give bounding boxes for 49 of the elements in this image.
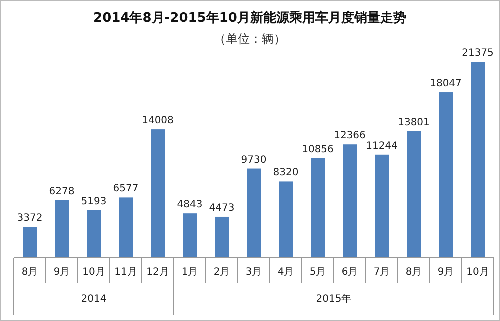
data-label: 11244	[366, 140, 398, 152]
x-tick-label: 7月	[374, 267, 390, 278]
x-tick-label: 8月	[22, 267, 38, 278]
bar	[471, 62, 485, 258]
bar	[375, 154, 389, 258]
x-tick-label: 11月	[114, 267, 138, 278]
bar	[183, 214, 197, 258]
bar	[55, 200, 69, 258]
chart-subtitle: （单位：辆）	[214, 32, 286, 46]
data-label: 14008	[142, 116, 174, 127]
bar	[23, 227, 37, 258]
x-tick-label: 9月	[438, 267, 454, 278]
x-tick-label: 6月	[342, 267, 358, 278]
x-tick-label: 1月	[182, 267, 198, 278]
data-label: 8320	[273, 168, 299, 179]
text: 2015年	[316, 293, 352, 305]
x-tick-label: 9月	[54, 267, 70, 278]
data-label: 3372	[17, 213, 43, 224]
data-label: 10856	[302, 144, 334, 156]
bar	[151, 130, 165, 258]
text: 2014	[81, 294, 107, 305]
x-tick-label: 2月	[214, 267, 230, 278]
data-label: 6577	[113, 184, 139, 195]
bar	[87, 210, 101, 258]
data-label: 18047	[430, 78, 462, 90]
bar	[407, 131, 421, 258]
x-tick-label: 3月	[246, 267, 262, 278]
bar	[311, 158, 325, 258]
x-tick-label: 12月	[146, 267, 170, 278]
bar	[439, 92, 453, 258]
bar	[119, 198, 133, 258]
x-tick-label: 10月	[82, 267, 106, 278]
bar	[247, 168, 261, 258]
x-tick-label: 10月	[466, 267, 490, 278]
data-label: 21375	[462, 48, 494, 59]
data-label: 5193	[81, 196, 107, 208]
bar	[279, 182, 293, 258]
x-tick-label: 4月	[278, 267, 294, 278]
data-label: 4473	[209, 202, 235, 214]
x-tick-label: 5月	[310, 267, 326, 278]
data-label: 6278	[49, 186, 75, 198]
bar	[343, 144, 357, 258]
x-tick-label: 8月	[406, 267, 422, 278]
data-label: 12366	[334, 130, 366, 142]
chart-title: 2014年8月-2015年10月新能源乘用车月度销量走势	[94, 10, 406, 26]
bar	[215, 216, 229, 258]
data-label: 9730	[241, 154, 267, 166]
data-label: 4843	[177, 200, 203, 211]
data-label: 13801	[398, 117, 430, 128]
